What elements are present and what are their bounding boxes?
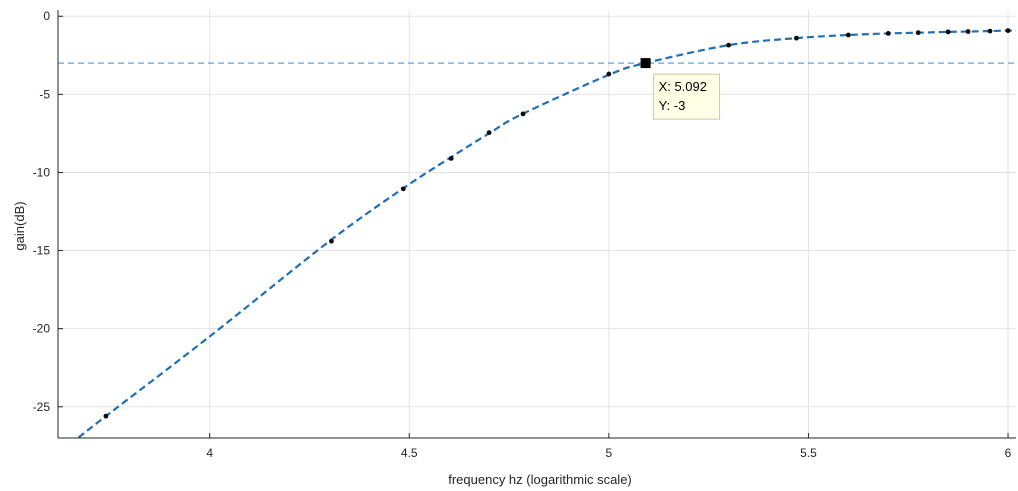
- x-tick-label: 5: [606, 446, 613, 460]
- datatip[interactable]: X: 5.092 Y: -3: [640, 58, 721, 120]
- data-point: [965, 29, 971, 34]
- datatip-y-value: Y: -3: [659, 98, 686, 113]
- tick-labels: 4 4.5 5 5.5 6 0 -5 -10 -15 -20 -25: [33, 9, 1012, 460]
- axes: [57, 10, 1016, 439]
- data-point: [520, 111, 526, 117]
- data-point: [400, 186, 406, 192]
- data-point: [845, 32, 851, 38]
- data-point: [885, 31, 891, 36]
- y-tick-label: -5: [39, 87, 50, 101]
- data-point: [448, 155, 454, 161]
- data-point: [486, 130, 492, 136]
- data-point: [915, 30, 921, 36]
- datatip-marker[interactable]: [640, 58, 651, 69]
- x-tick-label: 5.5: [800, 446, 817, 460]
- data-point: [329, 238, 334, 244]
- y-tick-label: -15: [33, 244, 51, 258]
- data-point: [987, 28, 993, 34]
- plot-area: [58, 10, 1016, 438]
- x-tick-label: 4.5: [401, 446, 418, 460]
- x-tick-label: 6: [1005, 446, 1012, 460]
- data-point: [945, 29, 951, 35]
- y-tick-label: 0: [43, 9, 50, 23]
- y-tick-label: -25: [33, 400, 51, 414]
- datatip-box: [653, 73, 721, 120]
- data-point: [1005, 28, 1011, 34]
- datatip-x-value: X: 5.092: [659, 79, 707, 94]
- y-tick-label: -10: [33, 165, 51, 179]
- data-point: [606, 71, 612, 77]
- data-point: [103, 413, 109, 419]
- x-axis-label: frequency hz (logarithmic scale): [448, 472, 632, 487]
- y-tick-label: -20: [33, 322, 51, 336]
- data-point: [726, 42, 731, 48]
- x-tick-label: 4: [206, 446, 213, 460]
- data-point: [794, 35, 799, 41]
- y-axis-label: gain(dB): [12, 201, 27, 250]
- grid: [58, 10, 1016, 438]
